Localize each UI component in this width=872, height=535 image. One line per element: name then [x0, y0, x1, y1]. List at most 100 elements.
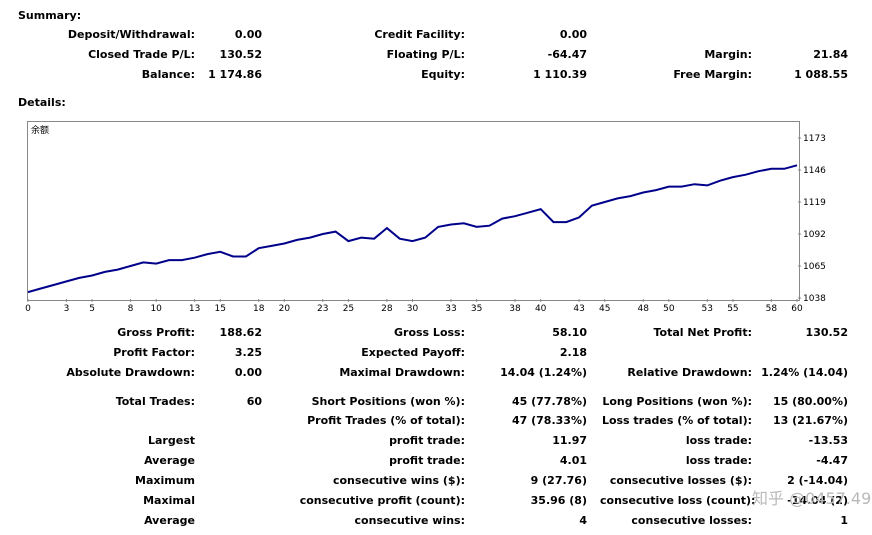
- free-margin-label: Free Margin:: [673, 68, 752, 81]
- x-tick-label: 23: [317, 304, 328, 314]
- average-label: Average: [144, 454, 195, 467]
- credit-value: 0.00: [559, 28, 587, 41]
- x-tick-label: 33: [445, 304, 456, 314]
- absolute-drawdown-label: Absolute Drawdown:: [66, 366, 195, 379]
- x-tick-label: 8: [128, 304, 134, 314]
- max-cons-wins-value: 9 (27.76): [530, 474, 587, 487]
- x-tick-label: 10: [150, 304, 162, 314]
- balance-label: Balance:: [141, 68, 195, 81]
- x-tick-label: 50: [663, 304, 675, 314]
- y-tick-label: 1038: [803, 294, 826, 304]
- loss-trades-label: Loss trades (% of total):: [601, 414, 752, 427]
- x-tick-label: 43: [573, 304, 584, 314]
- x-tick-label: 35: [471, 304, 482, 314]
- equity-label: Equity:: [421, 68, 465, 81]
- watermark: 知乎 @0457.49: [752, 489, 872, 508]
- average2-label: Average: [144, 514, 195, 527]
- expected-payoff-value: 2.18: [559, 346, 587, 359]
- expected-payoff-label: Expected Payoff:: [361, 346, 465, 359]
- closed-pl-label: Closed Trade P/L:: [88, 48, 195, 61]
- free-margin-value: 1 088.55: [794, 68, 848, 81]
- gross-loss-label: Gross Loss:: [394, 326, 465, 339]
- margin-value: 21.84: [813, 48, 848, 61]
- loss-trades-value: 13 (21.67%): [772, 414, 848, 427]
- gross-profit-label: Gross Profit:: [117, 326, 195, 339]
- max-cons-losses-value: 2 (-14.04): [787, 474, 848, 487]
- x-tick-label: 53: [702, 304, 713, 314]
- details-title: Details:: [18, 96, 66, 109]
- x-tick-label: 15: [215, 304, 226, 314]
- deposit-label: Deposit/Withdrawal:: [67, 28, 195, 41]
- x-tick-label: 13: [189, 304, 200, 314]
- largest-loss-label: loss trade:: [685, 434, 752, 447]
- floating-pl-label: Floating P/L:: [386, 48, 465, 61]
- average-loss-value: -4.47: [816, 454, 848, 467]
- avg-cons-losses-value: 1: [840, 514, 848, 527]
- average-profit-value: 4.01: [559, 454, 587, 467]
- total-net-profit-label: Total Net Profit:: [653, 326, 753, 339]
- short-positions-label: Short Positions (won %):: [311, 395, 465, 408]
- x-tick-label: 55: [727, 304, 738, 314]
- x-tick-label: 40: [535, 304, 547, 314]
- maximal-drawdown-label: Maximal Drawdown:: [339, 366, 465, 379]
- long-positions-value: 15 (80.00%): [772, 395, 848, 408]
- maximal-label: Maximal: [143, 494, 195, 507]
- y-tick-label: 1119: [803, 198, 826, 208]
- profit-trades-value: 47 (78.33%): [511, 414, 587, 427]
- maximal-cons-loss-value: -14.04 (2): [787, 494, 848, 507]
- balance-value: 1 174.86: [208, 68, 262, 81]
- credit-label: Credit Facility:: [374, 28, 465, 41]
- maximal-cons-loss-label: consecutive loss (count):: [600, 494, 756, 507]
- gross-loss-value: 58.10: [552, 326, 587, 339]
- y-tick-label: 1146: [803, 166, 826, 176]
- x-tick-label: 5: [89, 304, 95, 314]
- equity-value: 1 110.39: [533, 68, 587, 81]
- x-tick-label: 60: [791, 304, 803, 314]
- relative-drawdown-label: Relative Drawdown:: [627, 366, 752, 379]
- avg-cons-wins-value: 4: [579, 514, 587, 527]
- x-tick-label: 25: [343, 304, 354, 314]
- x-tick-label: 28: [381, 304, 393, 314]
- total-trades-label: Total Trades:: [115, 395, 195, 408]
- x-tick-label: 38: [509, 304, 521, 314]
- relative-drawdown-value: 1.24% (14.04): [761, 366, 848, 379]
- summary-title: Summary:: [18, 9, 82, 22]
- margin-label: Margin:: [704, 48, 752, 61]
- average-loss-label: loss trade:: [685, 454, 752, 467]
- total-trades-value: 60: [246, 395, 262, 408]
- total-net-profit-value: 130.52: [805, 326, 848, 339]
- max-cons-losses-label: consecutive losses ($):: [609, 474, 752, 487]
- avg-cons-losses-label: consecutive losses:: [631, 514, 752, 527]
- x-tick-label: 58: [766, 304, 778, 314]
- balance-series-line: [27, 164, 798, 294]
- x-tick-label: 0: [25, 304, 31, 314]
- x-tick-label: 30: [407, 304, 419, 314]
- largest-profit-label: profit trade:: [389, 434, 465, 447]
- profit-factor-label: Profit Factor:: [113, 346, 195, 359]
- x-tick-label: 20: [279, 304, 291, 314]
- x-tick-label: 48: [637, 304, 649, 314]
- largest-loss-value: -13.53: [808, 434, 848, 447]
- balance-chart: [27, 121, 800, 301]
- profit-trades-label: Profit Trades (% of total):: [307, 414, 465, 427]
- avg-cons-wins-label: consecutive wins:: [354, 514, 465, 527]
- gross-profit-value: 188.62: [219, 326, 262, 339]
- maximal-cons-profit-value: 35.96 (8): [530, 494, 587, 507]
- balance-chart-svg: 0 3 5 8 10 13 15 18 20 23 25 28 30 33 35 38 40 43 45 48 50 53…: [25, 124, 826, 314]
- x-tick-label: 18: [253, 304, 265, 314]
- floating-pl-value: -64.47: [547, 48, 587, 61]
- deposit-value: 0.00: [234, 28, 262, 41]
- closed-pl-value: 130.52: [219, 48, 262, 61]
- absolute-drawdown-value: 0.00: [234, 366, 262, 379]
- profit-factor-value: 3.25: [234, 346, 262, 359]
- x-tick-label: 3: [64, 304, 70, 314]
- long-positions-label: Long Positions (won %):: [602, 395, 752, 408]
- max-cons-wins-label: consecutive wins ($):: [332, 474, 465, 487]
- y-tick-label: 1092: [803, 230, 826, 240]
- y-tick-label: 1173: [803, 134, 826, 144]
- maximum-label: Maximum: [135, 474, 195, 487]
- x-tick-label: 45: [599, 304, 610, 314]
- maximal-cons-profit-label: consecutive profit (count):: [299, 494, 465, 507]
- y-tick-label: 1065: [803, 262, 826, 272]
- largest-label: Largest: [148, 434, 195, 447]
